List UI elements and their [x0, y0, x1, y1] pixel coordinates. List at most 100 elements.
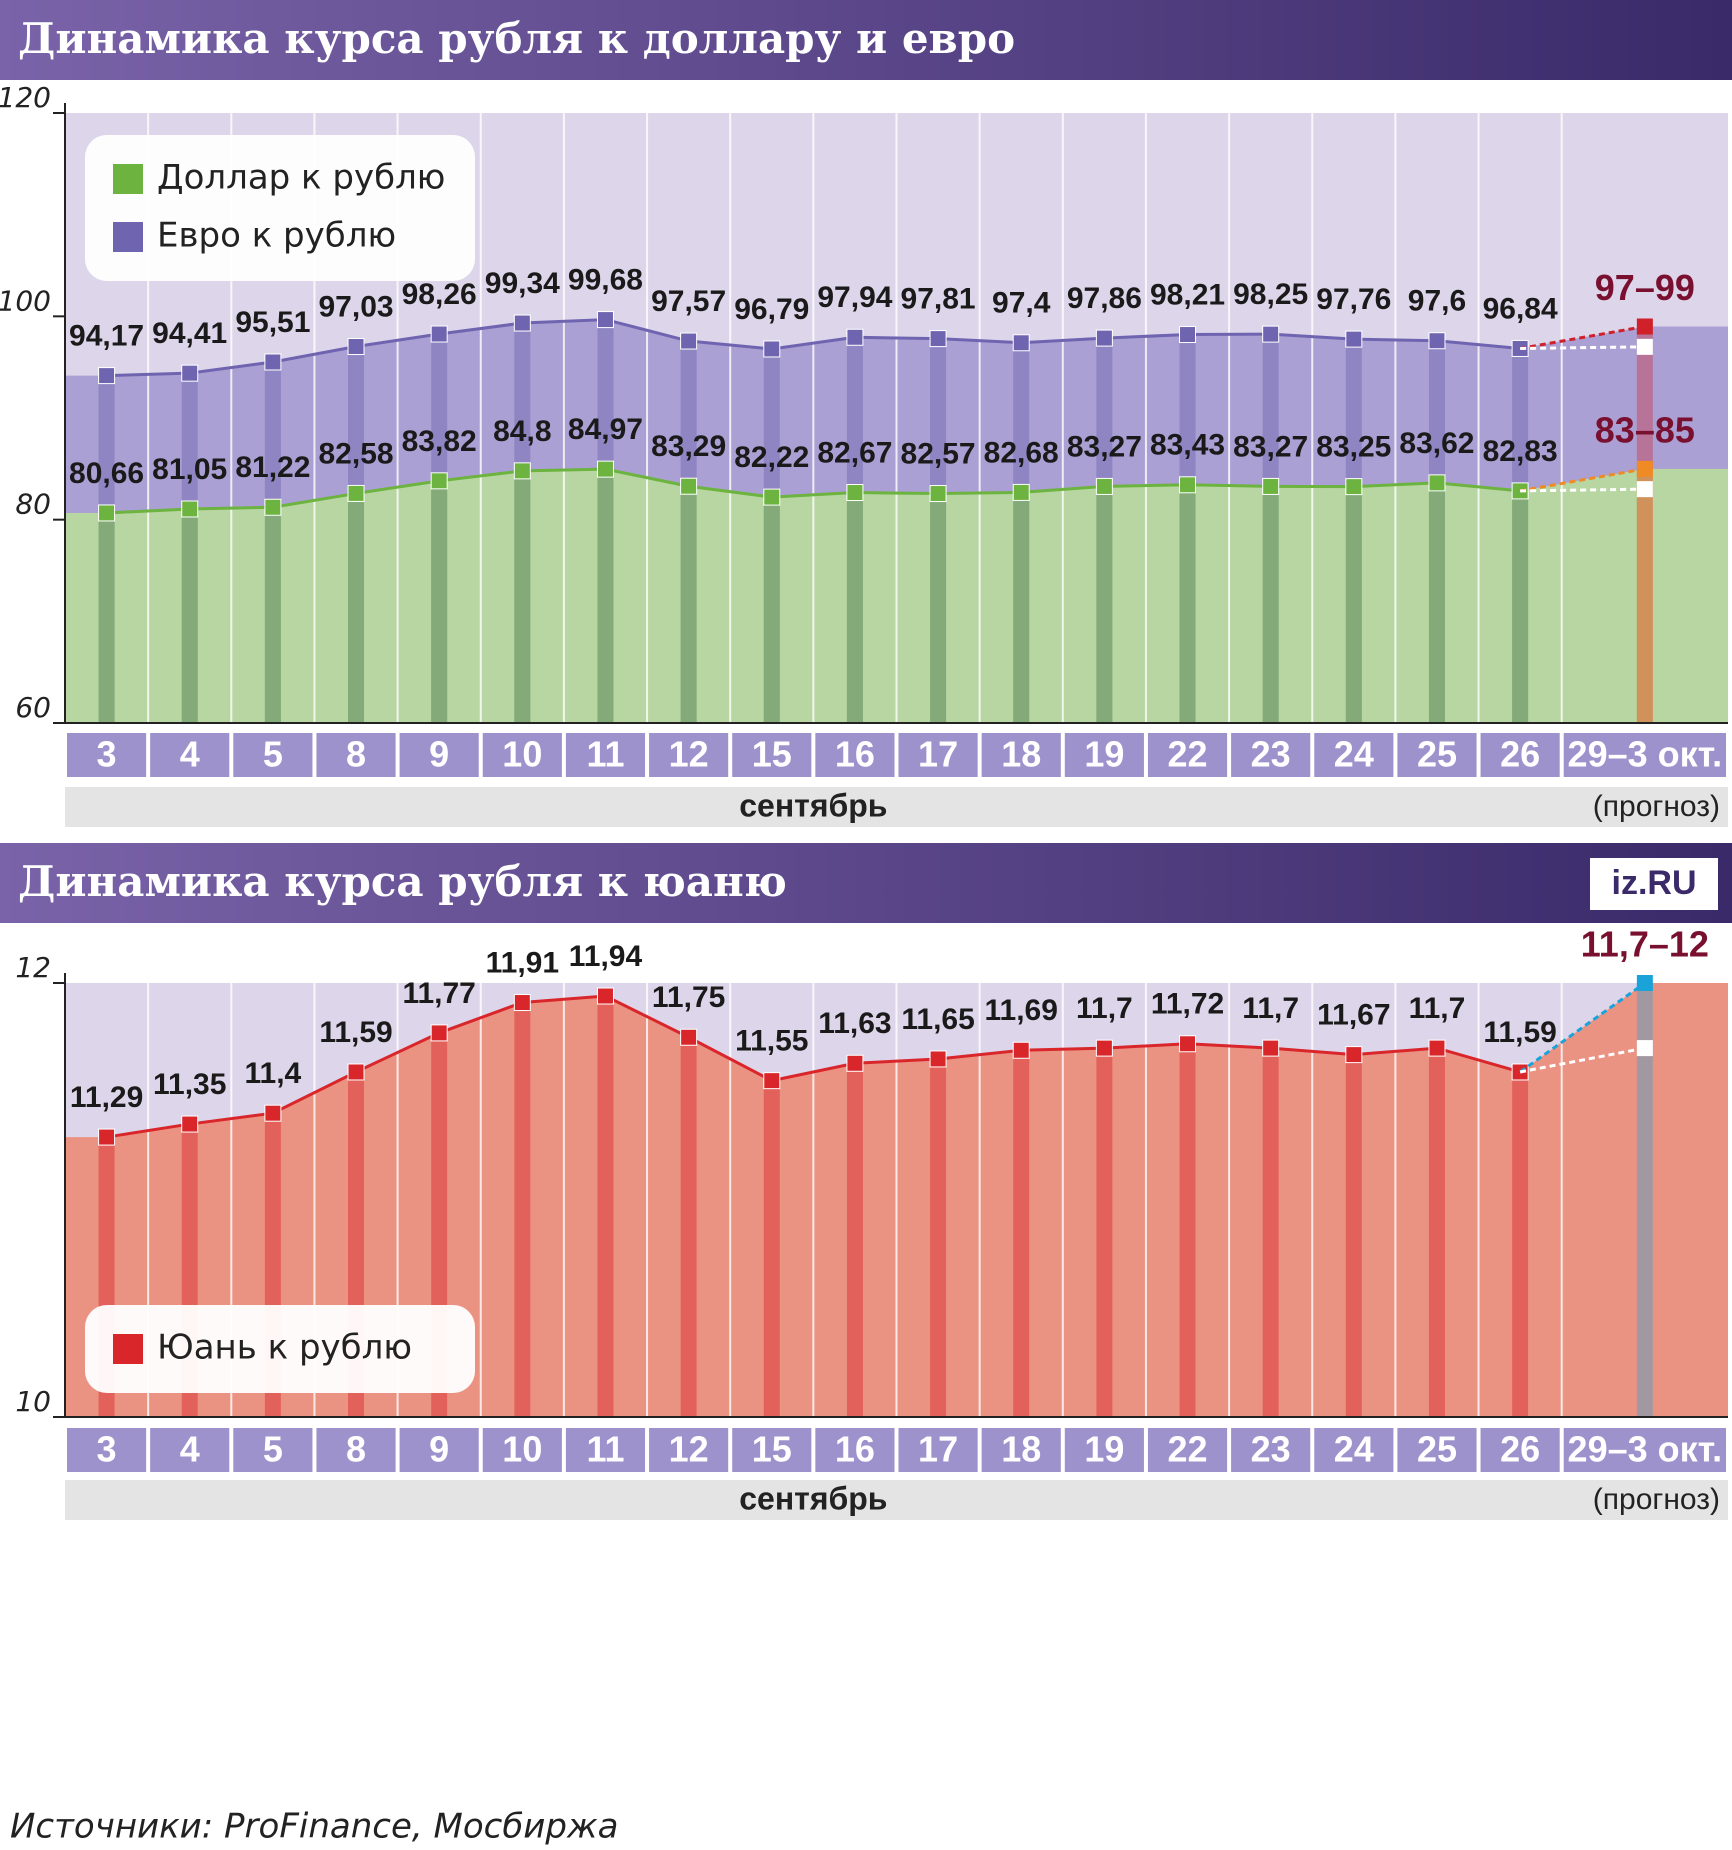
- drop-bar: [98, 375, 115, 723]
- drop-bar: [1096, 338, 1113, 723]
- marker: [929, 485, 947, 503]
- forecast-low-marker: [1636, 338, 1653, 355]
- marker: [98, 1128, 116, 1146]
- marker: [763, 488, 781, 506]
- drop-bar: [763, 348, 780, 723]
- drop-bar: [431, 334, 448, 723]
- x-tick-label: 17: [918, 734, 958, 775]
- marker: [1179, 1035, 1197, 1053]
- forecast-note: (прогноз): [1593, 790, 1720, 823]
- drop-bar: [1345, 339, 1362, 723]
- category-box: [150, 1428, 230, 1472]
- title-bar: [0, 843, 1732, 923]
- category-box: [649, 733, 729, 777]
- value-label: 83,29: [651, 430, 726, 463]
- logo-box: [1590, 858, 1718, 910]
- value-label: 80,66: [69, 457, 144, 490]
- value-label: 11,75: [652, 981, 725, 1014]
- value-label: 97,81: [901, 283, 976, 316]
- forecast-low-marker: [1636, 1040, 1653, 1057]
- x-tick-label: 3: [97, 734, 117, 775]
- value-label: 98,25: [1233, 278, 1308, 311]
- category-box: [1397, 733, 1477, 777]
- x-tick-label: 12: [669, 734, 709, 775]
- x-tick-label: 10: [502, 1429, 542, 1470]
- line: [106, 994, 1521, 1139]
- forecast-low-line: [1520, 487, 1645, 493]
- value-label: 98,26: [402, 278, 477, 311]
- value-label: 82,67: [817, 436, 892, 469]
- category-box: [233, 1428, 313, 1472]
- value-label: 97,4: [992, 287, 1051, 320]
- value-label: 97,76: [1316, 283, 1391, 316]
- marker: [1428, 332, 1446, 350]
- drop-bar: [1096, 1048, 1113, 1417]
- forecast-low-marker: [1636, 481, 1653, 498]
- forecast-high-marker: [1636, 318, 1653, 335]
- drop-bar: [264, 507, 281, 723]
- value-label: 83,62: [1399, 427, 1474, 460]
- legend-label: Евро к рублю: [157, 216, 396, 256]
- drop-bar: [1262, 334, 1279, 723]
- drop-bar: [1096, 486, 1113, 723]
- marker: [513, 314, 531, 332]
- value-label: 96,79: [734, 293, 809, 326]
- drop-bar: [680, 341, 697, 723]
- drop-bar: [1345, 486, 1362, 723]
- x-tick-label: 25: [1417, 1429, 1457, 1470]
- marker: [596, 311, 614, 329]
- line: [106, 318, 1521, 378]
- y-tick-label: 120: [0, 81, 51, 114]
- forecast-label: 97–99: [1595, 267, 1695, 308]
- x-tick-label: 5: [263, 1429, 283, 1470]
- drop-bar: [1428, 482, 1445, 723]
- value-label: 11,65: [901, 1003, 974, 1036]
- x-tick-label: 19: [1084, 734, 1124, 775]
- marker: [347, 1063, 365, 1081]
- x-tick-label: 4: [180, 734, 200, 775]
- category-box: [1314, 733, 1394, 777]
- marker: [430, 1024, 448, 1042]
- marker: [846, 1054, 864, 1072]
- x-tick-label: 3: [97, 1429, 117, 1470]
- x-tick-label: 18: [1001, 1429, 1041, 1470]
- value-label: 82,58: [318, 437, 393, 470]
- marker: [1345, 1046, 1363, 1064]
- category-box: [1563, 1428, 1726, 1472]
- value-label: 94,41: [152, 317, 227, 350]
- drop-bar: [1179, 334, 1196, 723]
- value-label: 82,68: [984, 436, 1059, 469]
- drop-bar: [846, 1063, 863, 1417]
- forecast-high-marker: [1636, 975, 1653, 991]
- value-label: 81,22: [235, 451, 310, 484]
- x-tick-label: 16: [835, 1429, 875, 1470]
- value-label: 11,72: [1151, 988, 1224, 1021]
- value-label: 83,27: [1233, 430, 1308, 463]
- drop-bar: [1262, 1048, 1279, 1417]
- value-label: 98,21: [1150, 278, 1225, 311]
- y-tick-label: 60: [15, 691, 51, 724]
- marker: [264, 1104, 282, 1122]
- category-box: [1064, 733, 1144, 777]
- marker: [1262, 477, 1280, 495]
- value-label: 95,51: [235, 306, 310, 339]
- drop-bar: [597, 996, 614, 1417]
- x-tick-label: 19: [1084, 1429, 1124, 1470]
- value-label: 94,17: [69, 320, 144, 353]
- y-tick-label: 12: [15, 951, 51, 984]
- drop-bar: [1013, 1050, 1030, 1417]
- x-tick-label: 24: [1334, 1429, 1374, 1470]
- value-label: 11,59: [319, 1016, 392, 1049]
- marker: [98, 367, 116, 385]
- category-box: [1231, 733, 1311, 777]
- forecast-high-line: [1519, 467, 1646, 493]
- x-tick-label: 18: [1001, 734, 1041, 775]
- value-label: 83,82: [402, 425, 477, 458]
- x-tick-label: 23: [1251, 1429, 1291, 1470]
- marker: [1012, 334, 1030, 352]
- forecast-low-line: [1520, 345, 1645, 350]
- category-box: [399, 1428, 479, 1472]
- drop-bar: [930, 338, 947, 723]
- category-box: [1231, 1428, 1311, 1472]
- category-box: [565, 733, 646, 777]
